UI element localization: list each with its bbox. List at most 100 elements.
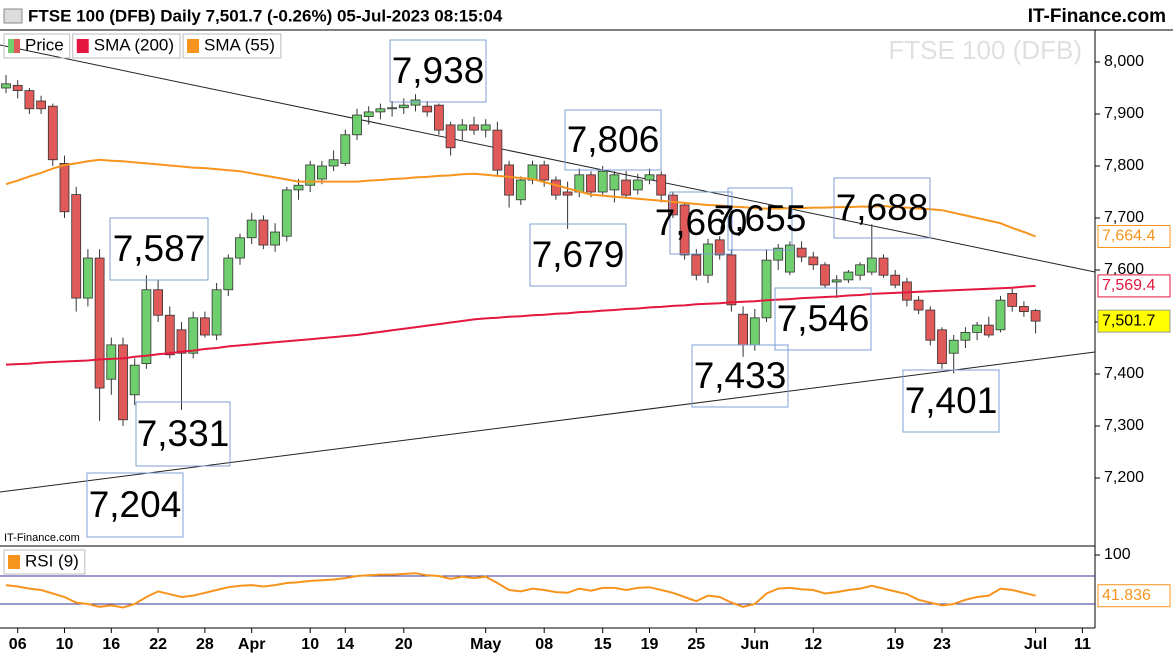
candle-body xyxy=(679,204,690,256)
x-tick-label: 25 xyxy=(687,636,705,653)
line xyxy=(5,158,1036,238)
x-tick-label: 16 xyxy=(102,636,120,653)
annotation-box xyxy=(109,217,209,281)
candle-body xyxy=(902,281,912,301)
annotation-box xyxy=(389,39,487,103)
candle-body xyxy=(820,264,830,286)
candle-body xyxy=(644,174,655,181)
candle-body xyxy=(960,332,971,341)
candle-body xyxy=(363,111,374,117)
candle-body xyxy=(714,239,725,256)
x-tick-label: 15 xyxy=(594,636,612,653)
y-tick-label: 7,600 xyxy=(1104,261,1144,278)
logo-icon xyxy=(3,8,23,24)
candle-body xyxy=(316,165,327,180)
value-tag xyxy=(1097,584,1171,608)
candle-body xyxy=(656,174,667,196)
candle-body xyxy=(937,329,947,365)
annotation-box xyxy=(902,369,1000,433)
candle-body xyxy=(1019,306,1029,313)
candle-body xyxy=(913,299,924,311)
candle-body xyxy=(164,314,175,356)
candle-body xyxy=(843,271,854,281)
candle-body xyxy=(106,344,117,380)
candle-body xyxy=(668,194,678,216)
candle-body xyxy=(223,257,234,291)
y-tick-label: 7,300 xyxy=(1104,417,1144,434)
candle-body xyxy=(703,243,713,276)
legend-swatch xyxy=(14,39,20,53)
annotation: 7,401 xyxy=(905,380,998,421)
candle-body xyxy=(270,231,281,246)
candle-body xyxy=(621,179,631,196)
value-tag-label: 41.836 xyxy=(1102,587,1151,604)
candle-body xyxy=(188,317,199,354)
candle-body xyxy=(36,100,46,110)
x-tick-label: 08 xyxy=(535,636,553,653)
candle-body xyxy=(855,264,865,276)
y-tick-label: 100 xyxy=(1104,546,1131,563)
candle-body xyxy=(445,124,456,149)
candle-body xyxy=(632,179,643,191)
x-tick-label: 10 xyxy=(301,636,319,653)
candle-body xyxy=(925,309,936,341)
candle-body xyxy=(398,104,409,109)
candle-body xyxy=(609,174,620,191)
candle-body xyxy=(246,219,257,239)
candle-body xyxy=(83,257,93,299)
annotation: 7,938 xyxy=(392,50,485,91)
annotation: 7,679 xyxy=(532,234,625,275)
annotation-box xyxy=(529,223,627,287)
y-tick-label: 7,700 xyxy=(1104,209,1144,226)
annotation-box xyxy=(833,177,931,239)
x-tick-label: 28 xyxy=(196,636,214,653)
annotation-box xyxy=(669,191,733,255)
value-tag xyxy=(1097,274,1171,298)
candle-body xyxy=(796,247,807,258)
x-tick-label: Jul xyxy=(1024,636,1047,653)
candle-body xyxy=(199,317,210,336)
x-tick-label: 12 xyxy=(804,636,822,653)
candle-body xyxy=(281,189,292,237)
x-tick-label: 19 xyxy=(641,636,659,653)
legend-label: SMA (55) xyxy=(204,35,275,54)
legend-box xyxy=(72,33,181,59)
candle-body xyxy=(831,279,842,283)
annotation: 7,660 xyxy=(655,202,748,243)
candle-body xyxy=(480,124,491,131)
candle-body xyxy=(24,90,35,110)
legend-box xyxy=(3,549,86,575)
legend-swatch xyxy=(76,39,89,53)
annotation-box xyxy=(691,344,789,408)
y-tick-label: 8,000 xyxy=(1104,53,1144,70)
candle-body xyxy=(328,159,339,167)
x-tick-label: May xyxy=(470,636,501,653)
x-tick-label: 14 xyxy=(336,636,354,653)
candle-body xyxy=(738,313,748,346)
annotation: 7,806 xyxy=(567,119,660,160)
candle-body xyxy=(387,107,398,110)
candle-body xyxy=(375,108,386,113)
legend-box xyxy=(3,33,71,59)
annotation: 7,587 xyxy=(113,228,206,269)
value-tag xyxy=(1097,309,1171,333)
annotation: 7,433 xyxy=(694,355,787,396)
candle-body xyxy=(597,170,608,193)
candle-body xyxy=(211,289,222,336)
candle-body xyxy=(785,244,795,273)
legend-box xyxy=(182,33,282,59)
candle-body xyxy=(504,164,515,196)
candle-body xyxy=(515,179,526,201)
header-brand: IT-Finance.com xyxy=(1028,6,1166,27)
candle-body xyxy=(890,274,901,286)
candle-body xyxy=(878,257,889,276)
legend-swatch xyxy=(187,39,200,53)
candle-body xyxy=(410,99,421,106)
candle-body xyxy=(235,237,245,259)
candle-body xyxy=(141,289,152,365)
value-tag-label: 7,569.4 xyxy=(1102,277,1155,294)
candle-body xyxy=(47,105,58,161)
candle-body xyxy=(71,194,82,299)
candle-body xyxy=(726,254,737,306)
line xyxy=(5,572,1036,609)
